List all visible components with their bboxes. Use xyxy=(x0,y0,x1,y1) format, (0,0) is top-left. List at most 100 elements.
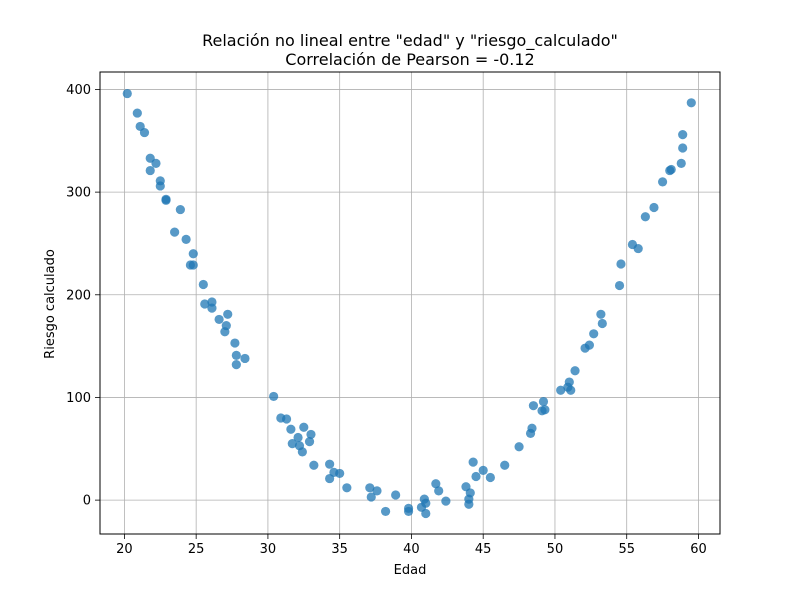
scatter-point xyxy=(657,177,668,187)
y-tick-label: 400 xyxy=(66,83,91,98)
scatter-point xyxy=(335,468,345,479)
scatter-point xyxy=(564,377,574,387)
grid-lines xyxy=(100,72,720,534)
x-tick-label: 60 xyxy=(690,542,707,557)
scatter-point xyxy=(170,227,180,237)
scatter-point xyxy=(514,442,524,452)
scatter-point xyxy=(597,318,607,329)
scatter-point xyxy=(478,465,488,475)
scatter-point xyxy=(299,422,309,432)
scatter-point xyxy=(566,385,576,395)
scatter-point xyxy=(297,447,307,457)
x-tick-label: 40 xyxy=(403,542,420,557)
scatter-point xyxy=(556,385,566,395)
scatter-point xyxy=(132,108,142,118)
scatter-point xyxy=(231,350,241,360)
scatter-point xyxy=(471,471,481,482)
x-tick-label: 25 xyxy=(188,542,205,557)
scatter-point xyxy=(145,165,155,176)
y-axis-label: Riesgo calculado xyxy=(43,249,58,359)
scatter-point xyxy=(214,314,224,325)
scatter-point xyxy=(269,391,279,402)
scatter-point xyxy=(122,88,132,99)
scatter-point xyxy=(281,414,292,424)
scatter-point xyxy=(538,396,549,407)
scatter-point xyxy=(293,432,303,443)
scatter-point xyxy=(155,181,165,191)
scatter-point xyxy=(500,460,510,470)
x-tick-label: 20 xyxy=(116,542,133,557)
scatter-point xyxy=(528,401,539,411)
scatter-point xyxy=(649,202,659,213)
scatter-point xyxy=(676,158,686,168)
scatter-point xyxy=(527,423,537,433)
scatter-point xyxy=(640,212,650,222)
scatter-point xyxy=(485,472,495,483)
scatter-point xyxy=(391,490,401,500)
chart-title: Relación no lineal entre "edad" y "riesg… xyxy=(202,31,618,51)
scatter-point xyxy=(151,158,161,168)
scatter-point xyxy=(584,340,594,350)
scatter-point xyxy=(231,360,241,370)
data-points xyxy=(122,88,696,519)
x-tick-label: 55 xyxy=(618,542,635,557)
scatter-point xyxy=(188,249,198,259)
scatter-point xyxy=(614,280,625,291)
scatter-point xyxy=(139,127,150,138)
scatter-point xyxy=(223,309,233,319)
axis-ticks: 20 25 30 35 40 45 50 55 60 0 100 200 300 400 xyxy=(66,83,707,557)
x-tick-label: 35 xyxy=(331,542,348,557)
plot-frame xyxy=(99,71,721,535)
scatter-point xyxy=(431,479,441,489)
scatter-point xyxy=(666,164,676,175)
scatter-point xyxy=(304,437,315,447)
scatter-point xyxy=(181,234,191,244)
scatter-point xyxy=(188,260,198,270)
scatter-point xyxy=(464,499,474,509)
x-tick-label: 30 xyxy=(260,542,277,557)
scatter-point xyxy=(570,366,580,376)
scatter-point xyxy=(468,457,478,467)
scatter-point xyxy=(421,498,431,508)
scatter-point xyxy=(207,303,217,313)
scatter-point xyxy=(342,483,352,493)
scatter-point xyxy=(366,492,376,502)
scatter-point xyxy=(540,405,550,415)
scatter-point xyxy=(287,439,297,449)
scatter-point xyxy=(200,299,210,309)
y-tick-label: 200 xyxy=(66,288,91,303)
x-tick-label: 45 xyxy=(475,542,492,557)
scatter-point xyxy=(434,486,444,496)
scatter-point xyxy=(230,338,240,348)
scatter-point xyxy=(678,143,688,153)
scatter-point xyxy=(306,429,316,440)
y-tick-label: 0 xyxy=(83,494,91,509)
scatter-point xyxy=(616,259,626,269)
x-axis-label: Edad xyxy=(394,563,427,578)
scatter-point xyxy=(309,460,319,470)
scatter-point xyxy=(678,130,688,140)
scatter-point xyxy=(286,424,296,434)
chart-subtitle: Correlación de Pearson = -0.12 xyxy=(285,50,534,69)
scatter-point xyxy=(240,353,250,364)
x-tick-label: 50 xyxy=(547,542,564,557)
scatter-point xyxy=(198,279,208,290)
scatter-point xyxy=(686,98,696,108)
scatter-point xyxy=(421,508,431,519)
y-tick-label: 100 xyxy=(66,391,91,406)
scatter-point xyxy=(381,506,391,517)
scatter-point xyxy=(589,329,599,339)
scatter-point xyxy=(596,309,606,319)
scatter-point xyxy=(403,503,414,513)
scatter-point xyxy=(465,488,475,498)
scatter-point xyxy=(633,243,643,254)
scatter-point xyxy=(372,486,382,496)
scatter-point xyxy=(221,320,231,331)
scatter-point xyxy=(325,459,335,469)
scatter-point xyxy=(161,195,171,205)
scatter-point xyxy=(365,483,375,493)
scatter-point xyxy=(441,496,451,506)
y-tick-label: 300 xyxy=(66,186,91,201)
